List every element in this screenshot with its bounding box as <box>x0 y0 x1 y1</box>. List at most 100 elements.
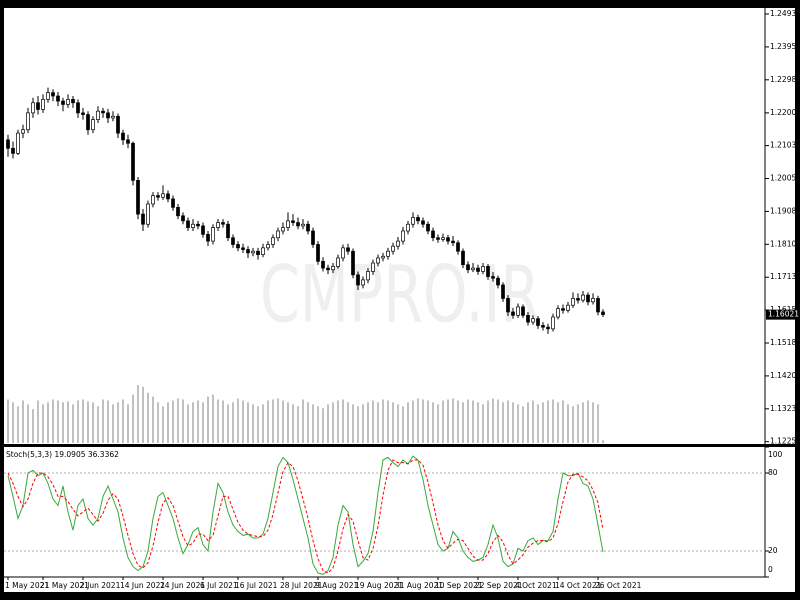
candle-body <box>376 257 380 264</box>
candle-body <box>506 298 510 313</box>
candle-body <box>446 237 450 242</box>
candle-body <box>351 250 355 276</box>
x-tick-label: 14 Jun 2021 <box>120 581 165 590</box>
y-tick-label: 1.15180 <box>770 338 800 347</box>
candle-body <box>581 294 585 301</box>
candle-body <box>321 260 325 269</box>
candle-body <box>361 279 365 286</box>
candle-body <box>311 230 315 245</box>
candle-body <box>491 276 495 279</box>
y-tick-label: 100 <box>768 450 783 459</box>
candle-body <box>571 298 575 306</box>
last-price-box <box>766 309 795 320</box>
candle-body <box>331 266 335 271</box>
candle-body <box>21 129 25 134</box>
candle-body <box>391 245 395 252</box>
candle-body <box>226 223 230 239</box>
candle-body <box>316 244 320 262</box>
candle-body <box>476 267 480 272</box>
candle-body <box>246 249 250 254</box>
y-tick-label: 1.24930 <box>770 9 800 18</box>
candle-body <box>196 223 200 227</box>
candle-body <box>71 99 75 104</box>
candle-body <box>111 115 115 119</box>
candle-body <box>86 114 90 131</box>
candle-body <box>471 267 475 271</box>
y-tick-label: 1.19080 <box>770 206 800 215</box>
y-tick-label: 0 <box>768 565 773 574</box>
candle-body <box>201 225 205 235</box>
candle-body <box>341 247 345 259</box>
candle-body <box>106 112 110 119</box>
candle-body <box>216 222 220 228</box>
stoch-line <box>7 455 604 575</box>
candle-body <box>551 316 555 330</box>
y-tick-label: 1.17130 <box>770 272 800 281</box>
candle-body <box>121 132 125 141</box>
candle-body <box>436 237 440 240</box>
y-tick-label: 1.13230 <box>770 404 800 413</box>
candle-body <box>296 222 300 227</box>
candle-body <box>301 223 305 227</box>
x-tick-label: 1 May 2021 <box>5 581 49 590</box>
candle-body <box>386 250 390 257</box>
candle-body <box>561 308 565 311</box>
candle-body <box>501 284 505 299</box>
indicator-label: Stoch(5,3,3) 19.0905 36.3362 <box>6 450 119 459</box>
candle-body <box>191 223 195 228</box>
candle-body <box>601 311 605 315</box>
candle-body <box>251 250 255 254</box>
candle-body <box>36 102 40 110</box>
candle-body <box>586 294 590 303</box>
window-separator <box>4 444 795 447</box>
x-tick-label: 9 Aug 2021 <box>315 581 358 590</box>
x-tick-label: 14 Oct 2021 <box>555 581 602 590</box>
candle-body <box>286 220 290 228</box>
candle-body <box>96 110 100 120</box>
candle-body <box>91 119 95 131</box>
candle-body <box>231 237 235 245</box>
candle-body <box>366 271 370 281</box>
candle-body <box>26 112 30 131</box>
candle-body <box>486 266 490 277</box>
candle-body <box>521 306 525 316</box>
candle-body <box>66 99 70 105</box>
x-tick-label: 4 Oct 2021 <box>515 581 557 590</box>
candle-body <box>306 223 310 232</box>
candle-body <box>291 220 295 223</box>
candle-body <box>46 92 50 100</box>
candle-body <box>276 230 280 239</box>
candle-body <box>261 247 265 255</box>
candle-body <box>356 274 360 286</box>
y-tick-label: 1.23955 <box>770 42 800 51</box>
x-tick-label: 19 Aug 2021 <box>355 581 403 590</box>
y-tick-label: 20 <box>768 546 778 555</box>
candle-body <box>531 318 535 323</box>
watermark: CMPRO.IR <box>260 250 540 340</box>
candle-body <box>126 139 130 144</box>
candle-body <box>156 195 160 198</box>
x-tick-label: 2 Jun 2021 <box>80 581 121 590</box>
x-tick-label: 22 Sep 2021 <box>475 581 523 590</box>
candle-body <box>166 193 170 200</box>
candle-body <box>211 227 215 242</box>
candle-body <box>426 223 430 232</box>
candle-body <box>371 262 375 272</box>
candle-body <box>516 306 520 316</box>
candle-body <box>131 142 135 181</box>
candle-body <box>76 102 80 114</box>
candle-body <box>451 240 455 244</box>
candle-body <box>416 217 420 222</box>
x-tick-label: 10 Sep 2021 <box>435 581 483 590</box>
stoch-line <box>7 459 604 574</box>
x-tick-label: 6 Jul 2021 <box>200 581 238 590</box>
candle-body <box>596 298 600 313</box>
candle-body <box>441 237 445 240</box>
candle-body <box>496 277 500 286</box>
candle-body <box>186 220 190 228</box>
y-tick-label: 1.21030 <box>770 141 800 150</box>
candle-body <box>171 198 175 208</box>
x-tick-label: 28 Jul 2021 <box>280 581 323 590</box>
x-tick-label: 16 Jul 2021 <box>235 581 278 590</box>
candle-body <box>221 222 225 225</box>
